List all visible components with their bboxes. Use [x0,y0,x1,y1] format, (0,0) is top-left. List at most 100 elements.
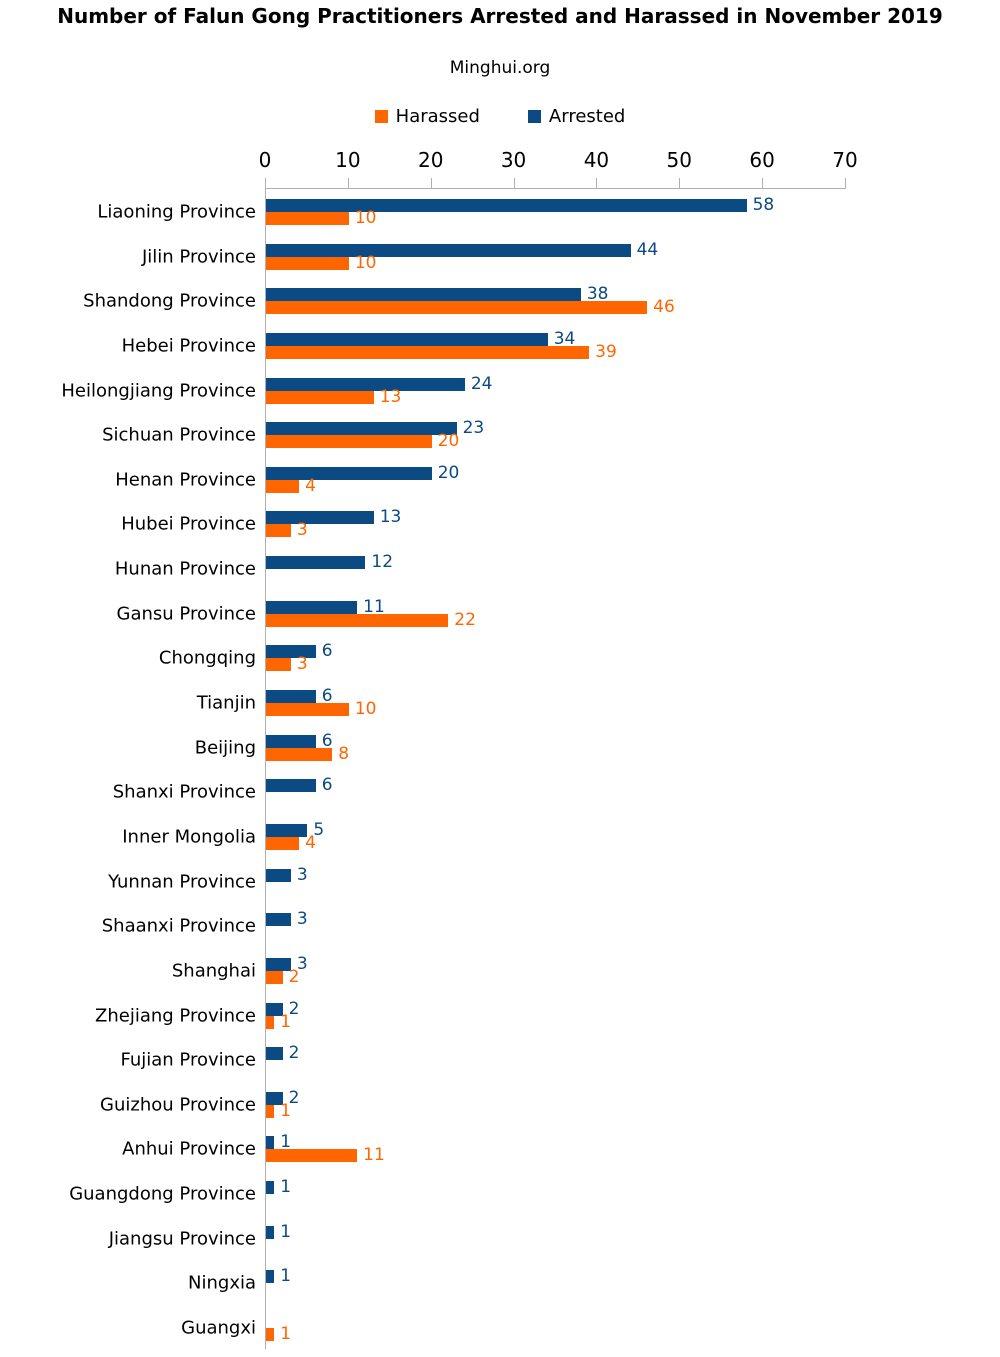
bar-group: 1 11 [266,1134,385,1166]
arrested-value-label: 1 [280,1221,292,1242]
harassed-bar [266,658,291,672]
category-row: Shandong Province 38 46 [0,277,1000,322]
bar-group: 1 [266,1315,292,1345]
category-label: Shandong Province [83,290,256,312]
bar-group: 11 22 [266,596,476,628]
arrested-bar [266,1047,283,1061]
x-axis-line [265,188,846,189]
harassed-bar-line: 8 [266,743,350,764]
arrested-bar-line: 6 [266,686,376,707]
harassed-value-label: 10 [354,699,377,720]
harassed-bar-line: 4 [266,477,459,494]
harassed-value-label: 1 [280,1324,292,1345]
arrested-bar-line: 38 [266,286,675,303]
harassed-bar-line: 3 [266,520,401,541]
category-label: Hebei Province [121,335,256,357]
x-tick-label: 0 [258,148,272,172]
category-label: Guangxi [181,1317,256,1339]
arrested-bar [266,556,366,570]
category-label: Inner Mongolia [122,826,256,848]
bar-group: 34 39 [266,330,617,362]
harassed-bar [266,703,349,717]
arrested-bar [266,1091,283,1105]
category-label: Shanxi Province [112,781,256,803]
x-tick-label: 40 [583,148,610,172]
harassed-bar [266,970,283,984]
category-label: Jiangsu Province [108,1228,256,1250]
arrested-bar-line: 6 [266,643,333,660]
arrested-bar [266,600,358,614]
harassed-bar [266,1015,275,1029]
bar-group: 20 4 [266,462,460,494]
y-axis-line [265,188,266,1349]
arrested-bar-line: 12 [266,554,393,571]
arrested-bar [266,690,316,704]
arrested-swatch-icon [527,110,541,123]
harassed-value-label: 10 [354,208,377,228]
harassed-bar-line: 1 [266,1100,299,1121]
arrested-bar [266,199,747,212]
x-tick-label: 60 [749,148,775,172]
harassed-value-label: 1 [280,1100,292,1121]
harassed-bar-line: 3 [266,654,333,675]
harassed-bar-line: 39 [266,341,617,362]
arrested-bar-line: 5 [266,819,325,840]
arrested-value-label: 3 [296,909,308,930]
category-row: Beijing 6 8 [0,724,1000,769]
harassed-bar [266,435,432,449]
arrested-bar [266,288,581,302]
legend-item-harassed: Harassed [374,106,480,127]
harassed-bar [266,747,333,761]
category-label: Chongqing [158,647,256,669]
category-label: Liaoning Province [97,201,256,223]
harassed-value-label: 39 [595,341,617,362]
category-label: Sichuan Province [102,424,256,446]
bar-group: 13 3 [266,509,401,541]
harassed-value-label: 10 [354,252,377,273]
category-row: Chongqing 6 3 [0,634,1000,679]
arrested-bar [266,466,432,480]
harassed-value-label: 3 [296,520,308,541]
harassed-bar [266,1328,275,1342]
arrested-value-label: 6 [321,686,333,707]
arrested-bar-line: 13 [266,509,401,526]
harassed-bar [266,390,374,404]
bar-group: 24 13 [266,375,492,407]
x-tick-label: 20 [417,148,444,172]
arrested-bar-line: 1 [266,1221,292,1242]
bar-group: 2 [266,1045,299,1073]
arrested-bar-line: 1 [266,1179,291,1196]
bar-group: 23 20 [266,418,485,450]
arrested-value-label: 11 [363,596,385,617]
arrested-bar [266,332,548,346]
arrested-value-label: 23 [462,418,485,439]
category-row: Hunan Province 12 [0,545,1000,590]
harassed-value-label: 11 [363,1145,385,1166]
arrested-bar [266,422,457,436]
arrested-value-label: 5 [313,819,325,840]
harassed-bar-line: 11 [266,1145,385,1166]
arrested-bar [266,1225,275,1239]
bar-group: 6 10 [266,686,377,720]
category-label: Tianjin [196,692,256,714]
harassed-value-label: 13 [379,386,402,407]
harassed-bar [266,836,300,850]
arrested-value-label: 58 [752,195,775,215]
category-row: Inner Mongolia 5 4 [0,813,1000,858]
harassed-bar-line: 10 [266,208,774,228]
harassed-value-label: 8 [338,743,350,764]
category-row: Hebei Province 34 39 [0,322,1000,367]
category-label: Yunnan Province [108,871,256,893]
arrested-value-label: 20 [437,462,460,483]
harassed-bar-line: 46 [266,299,675,316]
arrested-bar [266,1002,283,1016]
category-row: Gansu Province 11 22 [0,590,1000,635]
category-label: Henan Province [115,469,256,491]
x-axis: 0 10 20 30 40 50 60 70 [259,148,858,189]
harassed-value-label: 3 [296,654,308,675]
arrested-bar-line: 2 [266,1000,299,1017]
category-label: Guizhou Province [100,1094,256,1116]
x-tick-mark [265,178,266,188]
